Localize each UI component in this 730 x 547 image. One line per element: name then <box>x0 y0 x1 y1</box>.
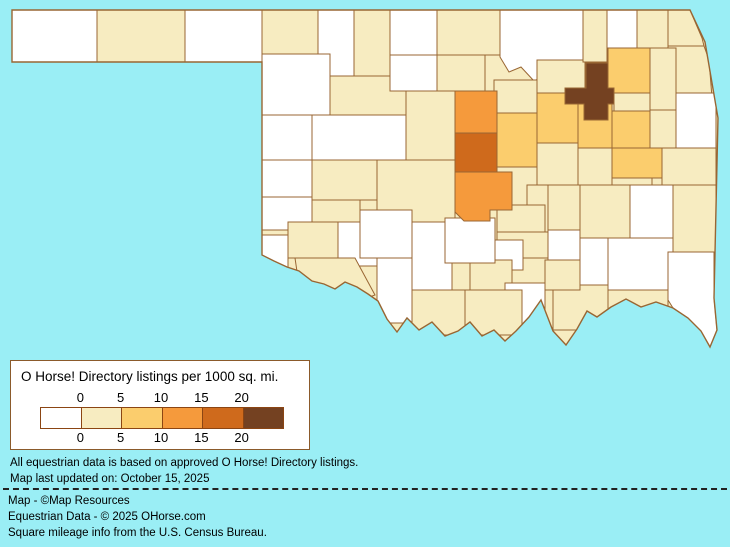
county <box>496 112 538 168</box>
county <box>454 132 498 173</box>
legend-tick-label: 15 <box>194 430 209 445</box>
county <box>261 114 313 161</box>
county <box>607 47 651 94</box>
last-updated-note: Map last updated on: October 15, 2025 <box>10 473 210 485</box>
county <box>579 237 609 291</box>
legend-tick-label: 0 <box>76 430 84 445</box>
county <box>311 114 407 161</box>
county <box>544 259 581 291</box>
county <box>261 234 289 269</box>
county <box>675 92 717 149</box>
county <box>311 159 378 201</box>
county <box>436 10 501 56</box>
county <box>629 184 674 239</box>
county <box>464 289 523 336</box>
legend-ticks-top: 0 5 10 15 20 <box>11 390 309 406</box>
county <box>184 10 263 63</box>
county <box>493 79 538 114</box>
legend-tick-label: 20 <box>234 390 249 405</box>
county <box>359 209 413 259</box>
county <box>536 142 579 186</box>
legend-ticks-bottom: 0 5 10 15 20 <box>11 430 309 446</box>
county <box>547 229 581 261</box>
county <box>261 159 313 198</box>
county <box>405 90 456 161</box>
legend-tick-label: 5 <box>117 390 125 405</box>
legend-swatch <box>41 408 81 428</box>
data-source-note: All equestrian data is based on approved… <box>10 457 359 469</box>
legend-tick-label: 20 <box>234 430 249 445</box>
county <box>611 147 663 179</box>
county <box>12 10 98 63</box>
legend-tick-label: 0 <box>76 390 84 405</box>
county <box>389 10 438 56</box>
county <box>454 90 498 134</box>
county <box>672 184 717 253</box>
legend-box: O Horse! Directory listings per 1000 sq.… <box>10 360 310 450</box>
legend-title: O Horse! Directory listings per 1000 sq.… <box>21 369 279 384</box>
legend-swatch <box>121 408 162 428</box>
county <box>261 10 319 55</box>
legend-tick-label: 10 <box>153 430 169 445</box>
legend-tick-label: 10 <box>153 390 169 405</box>
county <box>579 184 631 239</box>
county <box>287 221 339 259</box>
county <box>454 171 513 222</box>
county <box>607 237 674 291</box>
county <box>444 217 496 264</box>
legend-color-scale <box>40 407 284 429</box>
county <box>661 147 717 186</box>
county <box>649 47 677 111</box>
legend-swatch <box>80 408 121 428</box>
county <box>582 10 608 63</box>
census-credit: Square mileage info from the U.S. Census… <box>8 527 267 539</box>
map-copyright: Map - ©Map Resources <box>8 495 130 507</box>
county <box>607 110 651 149</box>
legend-swatch <box>161 408 202 428</box>
county <box>547 184 581 231</box>
county <box>311 199 361 223</box>
county <box>411 289 466 336</box>
legend-swatch <box>202 408 243 428</box>
dashed-divider <box>3 488 727 490</box>
county <box>436 54 486 96</box>
county <box>261 53 331 116</box>
data-copyright: Equestrian Data - © 2025 OHorse.com <box>8 511 206 523</box>
legend-tick-label: 15 <box>194 390 209 405</box>
county <box>564 62 615 121</box>
county <box>667 251 718 347</box>
county <box>96 10 186 63</box>
legend-swatch <box>242 408 283 428</box>
county <box>577 147 613 186</box>
county <box>613 92 651 112</box>
county <box>667 10 705 47</box>
legend-tick-label: 5 <box>117 430 125 445</box>
county <box>353 10 391 77</box>
